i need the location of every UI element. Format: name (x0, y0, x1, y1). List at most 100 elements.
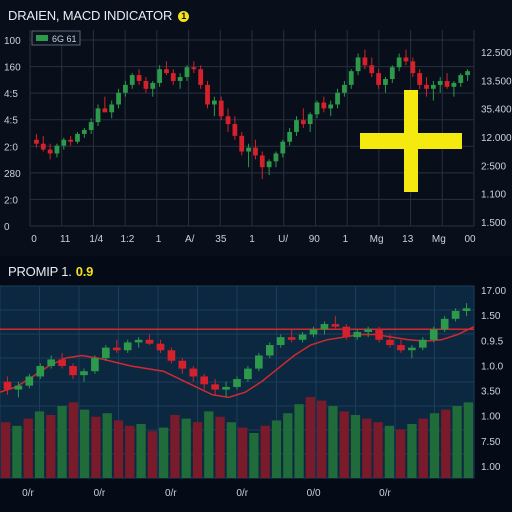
y-right-tick-label: 1.100 (481, 190, 506, 201)
volume-bar (46, 415, 56, 478)
candle-body (69, 365, 77, 376)
candle-body (167, 350, 176, 361)
candle-body (458, 75, 464, 83)
candle-body (320, 324, 329, 330)
y-right-tick-label: 1.00 (481, 412, 501, 423)
volume-bar (170, 415, 180, 478)
volume-bar (159, 427, 169, 478)
upper-title-badge[interactable]: 1 (178, 11, 190, 23)
x-tick-label: 0/r (94, 488, 106, 499)
candle-body (36, 365, 45, 377)
candle-body (397, 345, 405, 351)
candle-body (75, 133, 80, 142)
y-right-tick-label: 2:500 (481, 161, 506, 172)
x-tick-label: 0/r (236, 488, 248, 499)
volume-bar (68, 402, 78, 478)
candle-body (14, 385, 23, 390)
candle-body (418, 339, 427, 348)
moving-average-line (0, 326, 475, 399)
volume-bar (452, 406, 462, 478)
candle-body (376, 73, 382, 85)
candle-body (122, 84, 128, 93)
volume-bar (226, 422, 236, 478)
candle-body (328, 104, 334, 109)
candle-body (184, 67, 190, 78)
candle-body (3, 381, 12, 390)
candle-body (348, 71, 354, 85)
candle-body (444, 80, 450, 87)
volume-bar (362, 418, 372, 478)
volume-bar (102, 413, 112, 478)
candle-body (265, 345, 274, 356)
upper-title-text: DRAIEN, MACD INDICATOR (8, 8, 173, 23)
candle-body (218, 100, 224, 117)
volume-bar (147, 431, 157, 478)
x-tick-label: A/ (185, 234, 195, 245)
volume-bar (249, 433, 259, 478)
volume-bar (407, 424, 417, 478)
volume-bar (34, 411, 45, 478)
candle-body (462, 308, 471, 311)
y-left-tick-label: 100 (4, 36, 21, 47)
candle-body (389, 67, 395, 79)
x-tick-label: 1 (249, 234, 255, 245)
candle-body (253, 147, 258, 156)
candle-body (276, 337, 285, 346)
volume-bar (294, 404, 304, 478)
y-right-tick-label: 1.0.0 (481, 361, 504, 372)
candle-body (239, 135, 245, 152)
y-right-tick-label: 35.400 (481, 105, 512, 116)
lower-chart-title: PROMIP 1. 0.9 (8, 264, 93, 279)
candle-body (211, 384, 219, 390)
upper-chart-svg[interactable]: 6G 611001604:54:52:02802:0012.50013.5003… (0, 0, 512, 256)
candle-body (25, 376, 34, 386)
candle-body (364, 329, 372, 332)
y-left-tick-label: 2:0 (4, 195, 18, 206)
volume-bar (396, 429, 406, 478)
y-left-tick-label: 280 (4, 169, 21, 180)
volume-bar (441, 409, 451, 478)
candle-body (136, 75, 142, 81)
x-tick-label: 11 (60, 234, 71, 245)
crosshair-horizontal (360, 133, 462, 149)
candle-body (355, 57, 361, 72)
volume-bar (1, 422, 11, 478)
y-right-tick-label: 7.50 (481, 437, 501, 448)
candle-body (61, 139, 67, 146)
candle-body (417, 73, 423, 85)
volume-bar (350, 415, 361, 478)
x-tick-label: 00 (464, 234, 476, 245)
y-right-tick-label: 17.00 (481, 286, 506, 297)
y-right-tick-label: 1.500 (481, 218, 506, 229)
x-tick-label: 0/r (379, 488, 391, 499)
candle-body (191, 67, 197, 70)
volume-bar (429, 413, 440, 478)
candle-body (266, 161, 272, 168)
volume-bar (373, 422, 383, 478)
lower-chart-svg[interactable]: 17.00 1.50 0.9.5 1.0.0 3.50 1.00 7.50 1.00 0/r 0/… (0, 256, 512, 512)
candle-body (150, 82, 156, 89)
y-left-tick-label: 0 (4, 222, 10, 233)
candle-body (244, 368, 252, 380)
candle-body (198, 69, 204, 85)
candle-body (109, 104, 115, 113)
candle-body (200, 376, 209, 385)
volume-bar (80, 409, 90, 478)
lower-chart-panel: PROMIP 1. 0.9 17.00 1.50 0.9.5 1.0.0 3.50 1.00… (0, 256, 512, 512)
volume-bar (204, 411, 214, 478)
volume-bar (463, 402, 473, 478)
candle-body (255, 355, 263, 369)
x-tick-label: 0 (31, 234, 37, 245)
candle-body (314, 102, 320, 115)
volume-bar (192, 422, 203, 478)
candle-body (408, 347, 416, 351)
lower-title-value: 0.9 (75, 264, 94, 279)
candle-body (80, 371, 88, 376)
volume-bar (238, 427, 248, 478)
candle-body (232, 124, 238, 136)
volume-bar (283, 413, 293, 478)
candle-body (233, 379, 241, 387)
candle-body (294, 120, 299, 132)
candle-body (88, 122, 94, 130)
candle-body (40, 143, 46, 150)
